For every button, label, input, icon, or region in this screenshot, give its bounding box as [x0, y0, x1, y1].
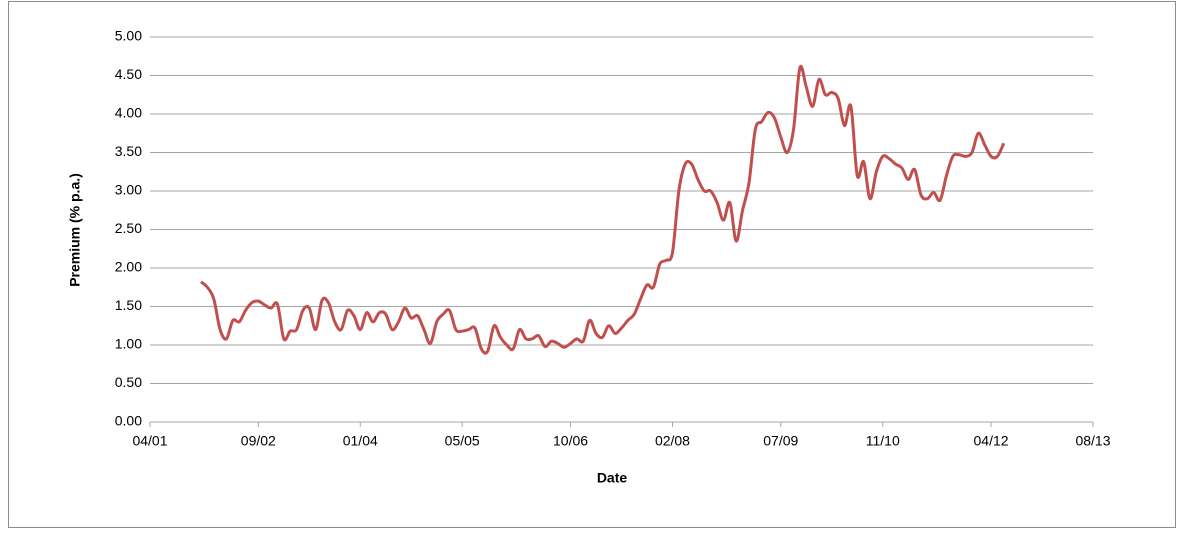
x-tick-label: 10/06	[553, 433, 588, 449]
data-line	[200, 64, 1006, 355]
x-tick-label: 09/02	[241, 433, 276, 449]
y-tick-label: 4.50	[115, 66, 142, 82]
x-tick-label: 04/01	[132, 433, 167, 449]
y-tick-label: 4.00	[115, 105, 142, 121]
y-tick-label: 2.50	[115, 220, 142, 236]
y-tick-label: 0.50	[115, 374, 142, 390]
x-axis-title: Date	[597, 470, 628, 486]
x-tick-label: 01/04	[343, 433, 378, 449]
x-tick-label: 08/13	[1075, 433, 1110, 449]
y-tick-label: 5.00	[115, 28, 142, 44]
x-tick-label: 04/12	[974, 433, 1009, 449]
y-tick-label: 0.00	[115, 413, 142, 429]
y-tick-label: 2.00	[115, 259, 142, 275]
y-tick-label: 3.00	[115, 182, 142, 198]
y-axis-title: Premium (% p.a.)	[67, 173, 83, 287]
x-tick-label: 05/05	[445, 433, 480, 449]
y-tick-label: 3.50	[115, 143, 142, 159]
x-tick-label: 11/10	[866, 433, 900, 449]
y-tick-label: 1.50	[115, 297, 142, 313]
chart-frame	[8, 1, 1176, 528]
x-tick-label: 02/08	[655, 433, 690, 449]
y-tick-label: 1.00	[115, 336, 142, 352]
x-tick-label: 07/09	[763, 433, 798, 449]
